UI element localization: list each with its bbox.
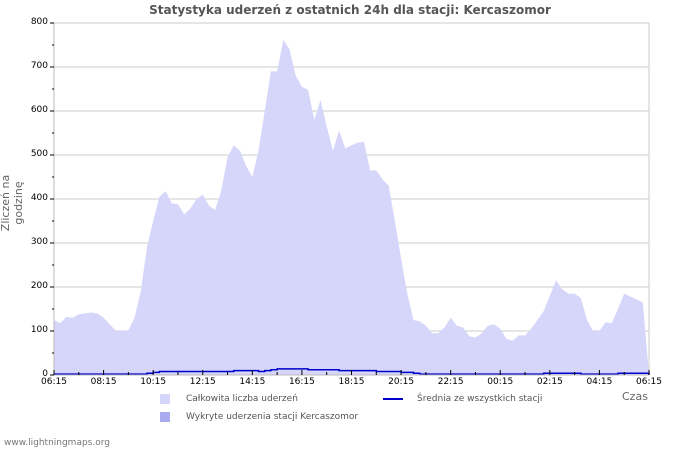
x-tick-label: 06:15 xyxy=(636,377,662,387)
x-tick-label: 14:15 xyxy=(239,377,266,387)
y-tick-label: 100 xyxy=(30,325,48,335)
legend-item-total: Całkowita liczba uderzeń xyxy=(160,394,298,404)
y-tick-label: 0 xyxy=(42,369,48,379)
legend-swatch-detected xyxy=(160,412,170,422)
x-tick-label: 12:15 xyxy=(189,377,216,387)
x-tick-label: 04:15 xyxy=(586,377,613,387)
x-tick-label: 10:15 xyxy=(140,377,167,387)
y-tick-label: 200 xyxy=(30,281,48,291)
legend-item-average: Średnia ze wszystkich stacji xyxy=(383,394,542,404)
chart-title: Statystyka uderzeń z ostatnich 24h dla s… xyxy=(149,3,551,17)
x-tick-label: 08:15 xyxy=(90,377,117,387)
legend-label-average: Średnia ze wszystkich stacji xyxy=(417,394,543,404)
y-tick-label: 300 xyxy=(30,237,48,247)
y-tick-label: 400 xyxy=(30,193,48,203)
y-tick-label: 500 xyxy=(30,149,48,159)
legend-label-detected: Wykryte uderzenia stacji Kercaszomor xyxy=(186,412,359,422)
legend-item-detected: Wykryte uderzenia stacji Kercaszomor xyxy=(160,412,358,422)
x-tick-label: 00:15 xyxy=(487,377,514,387)
x-tick-label: 22:15 xyxy=(437,377,464,387)
y-tick-label: 800 xyxy=(30,17,48,27)
x-tick-label: 20:15 xyxy=(388,377,415,387)
x-tick-label: 18:15 xyxy=(338,377,365,387)
x-tick-label: 06:15 xyxy=(41,377,67,387)
legend-swatch-average xyxy=(383,398,403,400)
x-tick-label: 16:15 xyxy=(288,377,315,387)
x-tick-label: 02:15 xyxy=(536,377,563,387)
y-tick-label: 600 xyxy=(30,105,48,115)
y-tick-label: 700 xyxy=(30,61,48,71)
x-axis-label: Czas xyxy=(622,390,648,403)
legend-label-total: Całkowita liczba uderzeń xyxy=(186,394,298,404)
legend-swatch-total xyxy=(160,394,170,404)
area-series-total xyxy=(54,39,649,375)
footer-credit: www.lightningmaps.org xyxy=(4,438,110,448)
